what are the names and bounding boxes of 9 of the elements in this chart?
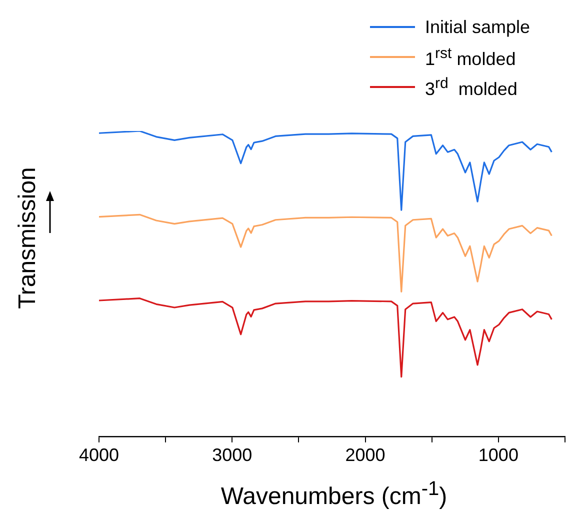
x-tick-label: 3000 [212,445,252,466]
x-tick-label: 2000 [345,445,386,466]
x-axis-title: Wavenumbers (cm$^{-1}$) [220,478,448,511]
x-tick-label: 4000 [78,445,120,466]
legend-label: 1$^{rst}$ molded [425,44,517,70]
legend-label: 3$^{rd}$ molded [425,74,518,100]
legend-label: Initial sample [425,16,532,38]
y-axis-title: Transmission [14,167,42,309]
x-tick-label: 1000 [478,445,518,466]
